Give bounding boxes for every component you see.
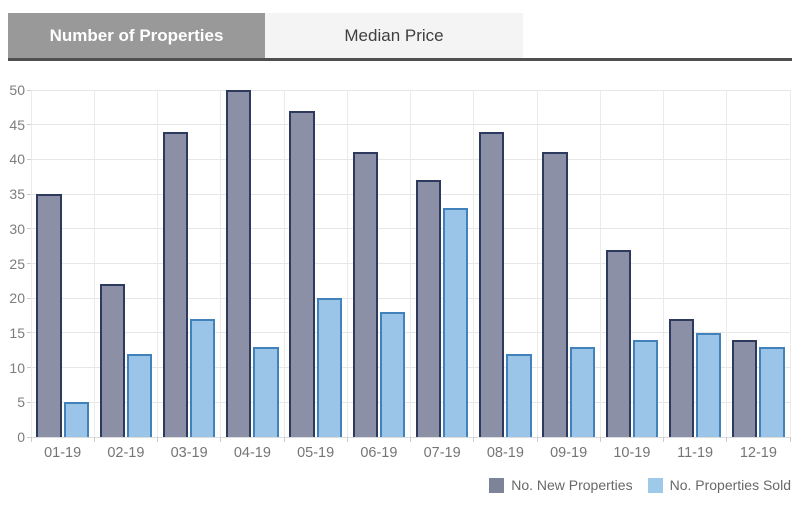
y-axis-label: 50 (9, 82, 25, 98)
y-axis-tick (27, 124, 31, 126)
bar-properties-sold[interactable] (126, 353, 153, 437)
x-axis-tick (789, 437, 791, 442)
bar-new-properties[interactable] (415, 180, 442, 437)
bar-new-properties[interactable] (352, 152, 378, 437)
x-axis-tick (157, 437, 158, 442)
chart-tabbar: Number of Properties Median Price (8, 13, 792, 61)
y-axis-label: 45 (9, 116, 25, 133)
y-axis-tick (27, 367, 31, 369)
y-axis-tick (27, 401, 31, 403)
bar-properties-sold[interactable] (253, 346, 279, 437)
bar-properties-sold[interactable] (632, 339, 659, 437)
bar-properties-sold[interactable] (506, 353, 532, 437)
x-axis-label: 12-19 (739, 445, 777, 461)
v-gridline (473, 90, 475, 437)
x-axis-label: 06-19 (360, 445, 398, 461)
y-axis-tick (27, 158, 31, 160)
bar-properties-sold[interactable] (443, 207, 469, 437)
x-axis-label: 10-19 (613, 445, 651, 461)
y-axis-label: 35 (9, 186, 25, 203)
v-gridline (93, 90, 95, 437)
bar-properties-sold[interactable] (569, 346, 595, 437)
x-axis-tick (30, 437, 32, 442)
x-axis-tick (220, 437, 222, 442)
v-gridline (30, 90, 32, 437)
y-axis-label: 10 (9, 359, 25, 376)
x-axis-tick (93, 437, 95, 442)
v-gridline (157, 90, 158, 437)
tab-number-of-properties[interactable]: Number of Properties (8, 13, 265, 58)
y-axis-tick (27, 436, 31, 438)
y-axis-tick (27, 228, 31, 230)
bar-properties-sold[interactable] (379, 312, 406, 437)
x-axis-label: 09-19 (550, 445, 588, 461)
bar-properties-sold[interactable] (316, 298, 342, 437)
x-axis-tick (663, 437, 664, 442)
x-axis-tick (599, 437, 601, 442)
x-axis-tick (283, 437, 285, 442)
y-axis-label: 15 (9, 324, 25, 341)
tab-median-price[interactable]: Median Price (265, 13, 523, 58)
v-gridline (599, 90, 601, 437)
bar-properties-sold[interactable] (696, 332, 722, 437)
x-axis-label: 08-19 (486, 445, 524, 461)
bar-new-properties[interactable] (732, 339, 758, 437)
bar-properties-sold[interactable] (759, 346, 785, 437)
legend-item-properties-sold[interactable]: No. Properties Sold (647, 477, 791, 493)
y-axis-label: 25 (9, 255, 25, 272)
x-axis-label: 01-19 (44, 445, 82, 461)
x-axis-tick (410, 437, 411, 442)
y-axis-tick (27, 297, 31, 299)
new-properties-swatch-icon (489, 477, 505, 493)
v-gridline (663, 90, 664, 437)
bar-new-properties[interactable] (668, 319, 695, 437)
bar-new-properties[interactable] (36, 194, 62, 437)
x-axis-label: 05-19 (297, 445, 335, 461)
x-axis-label: 03-19 (170, 445, 208, 461)
bar-new-properties[interactable] (162, 131, 189, 437)
y-axis-label: 30 (9, 220, 25, 237)
bar-properties-sold[interactable] (190, 319, 216, 437)
bar-properties-sold[interactable] (63, 402, 89, 437)
x-axis-label: 07-19 (423, 445, 461, 461)
v-gridline (220, 90, 222, 437)
bar-chart-plot-area (30, 89, 791, 438)
legend-label: No. Properties Sold (669, 477, 791, 493)
x-axis-label: 11-19 (677, 445, 714, 461)
y-axis-label: 20 (9, 290, 25, 307)
x-axis-tick (346, 437, 348, 442)
y-axis-tick (27, 332, 31, 334)
y-axis-label: 5 (17, 394, 25, 411)
bar-new-properties[interactable] (605, 249, 631, 437)
v-gridline (410, 90, 411, 437)
y-axis-tick (27, 89, 31, 91)
chart-legend: No. New Properties No. Properties Sold (489, 474, 791, 496)
y-axis-label: 0 (17, 429, 25, 445)
y-axis-label: 40 (9, 151, 25, 168)
x-axis-label: 02-19 (107, 445, 145, 461)
x-axis-label: 04-19 (233, 445, 271, 461)
bar-new-properties[interactable] (542, 152, 568, 437)
v-gridline (789, 90, 791, 437)
v-gridline (283, 90, 285, 437)
v-gridline (726, 90, 728, 437)
legend-item-new-properties[interactable]: No. New Properties (489, 477, 633, 493)
bar-new-properties[interactable] (226, 90, 252, 437)
bar-new-properties[interactable] (479, 131, 505, 437)
y-axis-tick (27, 263, 31, 264)
legend-label: No. New Properties (511, 477, 633, 493)
properties-sold-swatch-icon (647, 477, 663, 493)
x-axis-tick (536, 437, 538, 442)
y-axis-tick (27, 193, 31, 195)
v-gridline (346, 90, 348, 437)
v-gridline (536, 90, 538, 437)
x-axis-tick (726, 437, 728, 442)
bar-new-properties[interactable] (289, 110, 315, 437)
bar-new-properties[interactable] (99, 284, 125, 437)
x-axis-tick (473, 437, 475, 442)
